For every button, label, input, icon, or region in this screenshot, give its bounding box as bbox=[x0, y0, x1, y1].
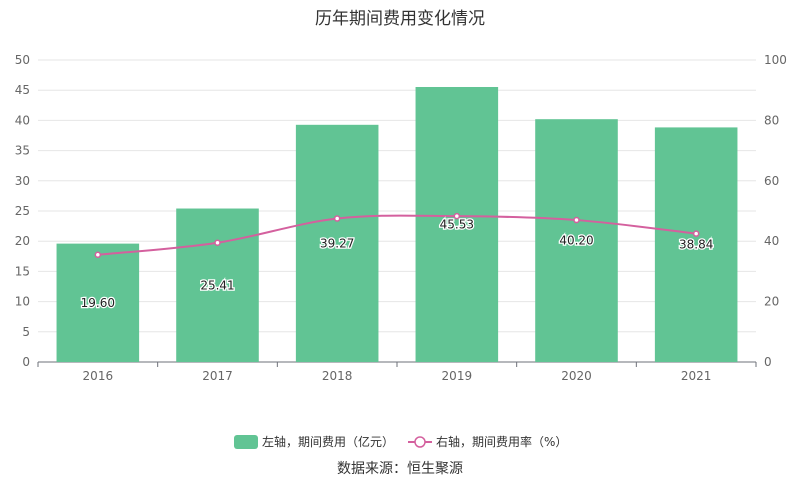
legend[interactable]: 左轴，期间费用（亿元） 右轴，期间费用率（%） bbox=[234, 434, 567, 449]
bar bbox=[295, 124, 379, 362]
y-right-tick-label: 60 bbox=[764, 174, 779, 188]
bar-data-label: 19.60 bbox=[81, 296, 115, 310]
y-left-tick-label: 35 bbox=[15, 144, 30, 158]
x-tick-label: 2017 bbox=[202, 369, 233, 383]
bar bbox=[654, 127, 738, 362]
legend-swatch-marker bbox=[414, 436, 426, 448]
line-point bbox=[214, 239, 221, 246]
bar bbox=[176, 208, 259, 362]
y-left-tick-label: 45 bbox=[15, 83, 30, 97]
bar-data-label: 45.53 bbox=[440, 217, 474, 231]
x-tick-label: 2019 bbox=[442, 369, 473, 383]
bar-data-label: 40.20 bbox=[559, 234, 593, 248]
y-left-tick-label: 50 bbox=[15, 53, 30, 67]
line-point bbox=[573, 216, 580, 224]
y-left-tick-label: 25 bbox=[15, 204, 30, 218]
x-tick-label: 2018 bbox=[322, 369, 353, 383]
y-left-tick-label: 30 bbox=[15, 174, 30, 188]
legend-label-bar: 左轴，期间费用（亿元） bbox=[262, 434, 394, 449]
y-right-tick-label: 20 bbox=[764, 295, 779, 309]
data-source-note: 数据来源：恒生聚源 bbox=[337, 461, 463, 477]
legend-label-line: 右轴，期间费用率（%） bbox=[436, 434, 567, 449]
line-point bbox=[692, 230, 700, 237]
line-point bbox=[94, 251, 102, 259]
chart-title: 历年期间费用变化情况 bbox=[315, 9, 485, 29]
series-line bbox=[97, 214, 697, 256]
y-left-tick-label: 20 bbox=[15, 234, 30, 248]
y-left-tick-label: 40 bbox=[15, 113, 30, 127]
bar-data-label: 38.84 bbox=[679, 238, 713, 252]
bar-data-label: 25.41 bbox=[200, 278, 234, 292]
bar-data-label: 39.27 bbox=[320, 236, 354, 250]
line-point bbox=[333, 215, 341, 222]
y-left-tick-label: 0 bbox=[22, 355, 30, 369]
y-right-tick-label: 40 bbox=[764, 234, 779, 248]
bar bbox=[56, 243, 140, 362]
y-right-tick-label: 80 bbox=[764, 113, 779, 127]
y-right-tick-label: 0 bbox=[764, 355, 772, 369]
y-left-tick-label: 5 bbox=[22, 325, 30, 339]
x-tick-label: 2021 bbox=[681, 369, 712, 383]
legend-swatch-bar bbox=[234, 435, 258, 449]
y-right-tick-label: 100 bbox=[764, 53, 787, 67]
x-tick-label: 2016 bbox=[83, 369, 114, 383]
y-left-tick-label: 10 bbox=[15, 295, 30, 309]
y-left-tick-label: 15 bbox=[15, 264, 30, 278]
bar bbox=[535, 119, 618, 362]
line-point bbox=[453, 212, 461, 220]
x-tick-label: 2020 bbox=[561, 369, 592, 383]
bar bbox=[415, 86, 499, 362]
